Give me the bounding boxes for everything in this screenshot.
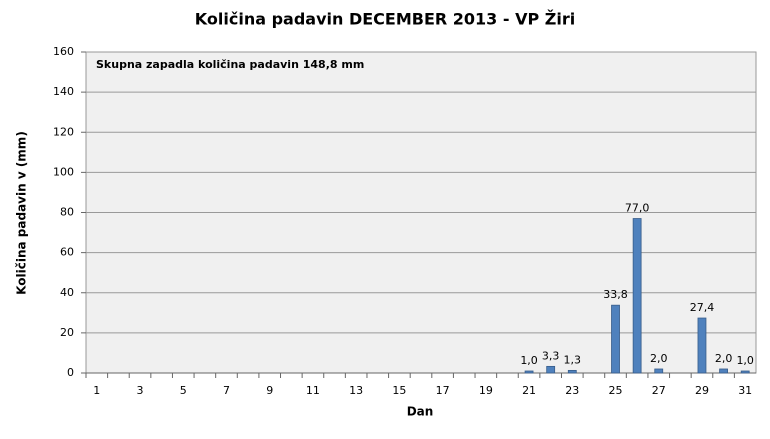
y-axis-title: Količina padavin v (mm) <box>15 131 29 295</box>
x-tick-label: 7 <box>223 384 230 397</box>
x-tick-label: 21 <box>522 384 536 397</box>
bar <box>546 365 556 374</box>
annotation: Skupna zapadla količina padavin 148,8 mm <box>96 58 364 71</box>
value-label: 27,4 <box>690 301 715 314</box>
value-label: 1,3 <box>564 353 582 366</box>
bar <box>524 370 534 374</box>
value-label: 1,0 <box>520 354 538 367</box>
bar <box>719 368 728 374</box>
x-tick-label: 9 <box>266 384 273 397</box>
x-tick-label: 15 <box>392 384 406 397</box>
x-tick-label: 3 <box>137 384 144 397</box>
x-tick-label: 31 <box>738 384 752 397</box>
y-tick-label: 20 <box>60 326 74 339</box>
value-label: 3,3 <box>542 349 560 362</box>
bar <box>740 370 750 374</box>
bar <box>654 368 664 374</box>
bar <box>567 369 577 374</box>
x-tick-label: 11 <box>306 384 320 397</box>
y-tick-label: 60 <box>60 246 74 259</box>
x-tick-label: 23 <box>565 384 579 397</box>
x-tick-label: 1 <box>93 384 100 397</box>
bar <box>697 317 707 374</box>
bar <box>632 218 642 374</box>
chart-title: Količina padavin DECEMBER 2013 - VP Žiri <box>195 10 575 29</box>
y-tick-label: 140 <box>53 85 74 98</box>
value-label: 2,0 <box>650 352 668 365</box>
x-tick-label: 25 <box>609 384 623 397</box>
x-tick-label: 19 <box>479 384 493 397</box>
y-tick-label: 120 <box>53 125 74 138</box>
value-label: 2,0 <box>715 352 733 365</box>
x-tick-label: 29 <box>695 384 709 397</box>
value-label: 1,0 <box>736 354 754 367</box>
y-tick-label: 0 <box>67 366 74 379</box>
x-axis-title: Dan <box>407 405 434 419</box>
y-tick-label: 100 <box>53 165 74 178</box>
bar <box>611 304 620 374</box>
x-tick-label: 17 <box>436 384 450 397</box>
y-tick-label: 160 <box>53 45 74 58</box>
x-tick-label: 5 <box>180 384 187 397</box>
value-label: 77,0 <box>625 202 650 215</box>
x-tick-label: 13 <box>349 384 363 397</box>
y-tick-label: 80 <box>60 206 74 219</box>
y-tick-label: 40 <box>60 286 74 299</box>
x-tick-label: 27 <box>652 384 666 397</box>
value-label: 33,8 <box>603 288 628 301</box>
